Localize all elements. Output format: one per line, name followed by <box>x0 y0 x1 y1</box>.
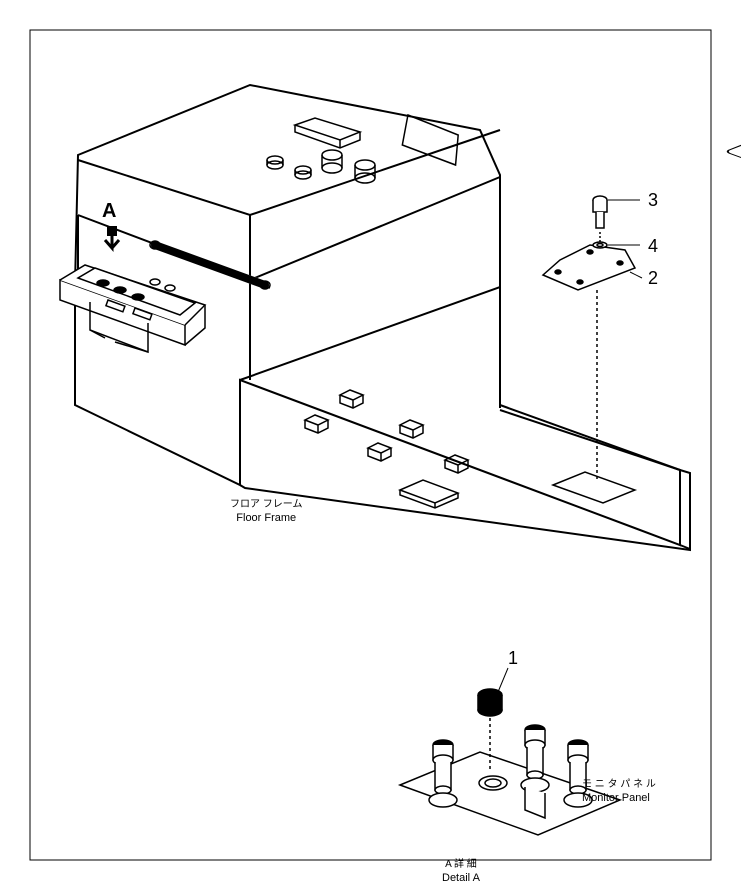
label-monitor-panel-jp: モ ニ タ パ ネ ル <box>582 778 656 791</box>
label-monitor-panel: モ ニ タ パ ネ ル Monitor Panel <box>582 778 656 805</box>
label-floor-frame-en: Floor Frame <box>230 511 302 525</box>
callout-3-text: 3 <box>648 190 658 210</box>
label-floor-frame: フロア フレーム Floor Frame <box>230 498 302 525</box>
callout-1: 1 <box>508 648 518 669</box>
label-detail-a-jp: A 詳 細 <box>442 858 480 871</box>
callout-2-text: 2 <box>648 268 658 288</box>
label-floor-frame-jp: フロア フレーム <box>230 498 302 511</box>
callout-4-text: 4 <box>648 236 658 256</box>
callout-3: 3 <box>648 190 658 211</box>
label-monitor-panel-en: Monitor Panel <box>582 791 656 805</box>
technical-diagram: A 1 2 3 4 フロア フレーム Floor Frame モ ニ タ パ ネ… <box>0 0 741 890</box>
marker-a-label: A <box>102 200 116 222</box>
callout-1-text: 1 <box>508 648 518 668</box>
callout-2: 2 <box>648 268 658 289</box>
callout-4: 4 <box>648 236 658 257</box>
main-drawing <box>0 0 741 890</box>
label-detail-a: A 詳 細 Detail A <box>442 858 480 885</box>
label-detail-a-en: Detail A <box>442 871 480 885</box>
marker-a: A <box>102 200 116 223</box>
